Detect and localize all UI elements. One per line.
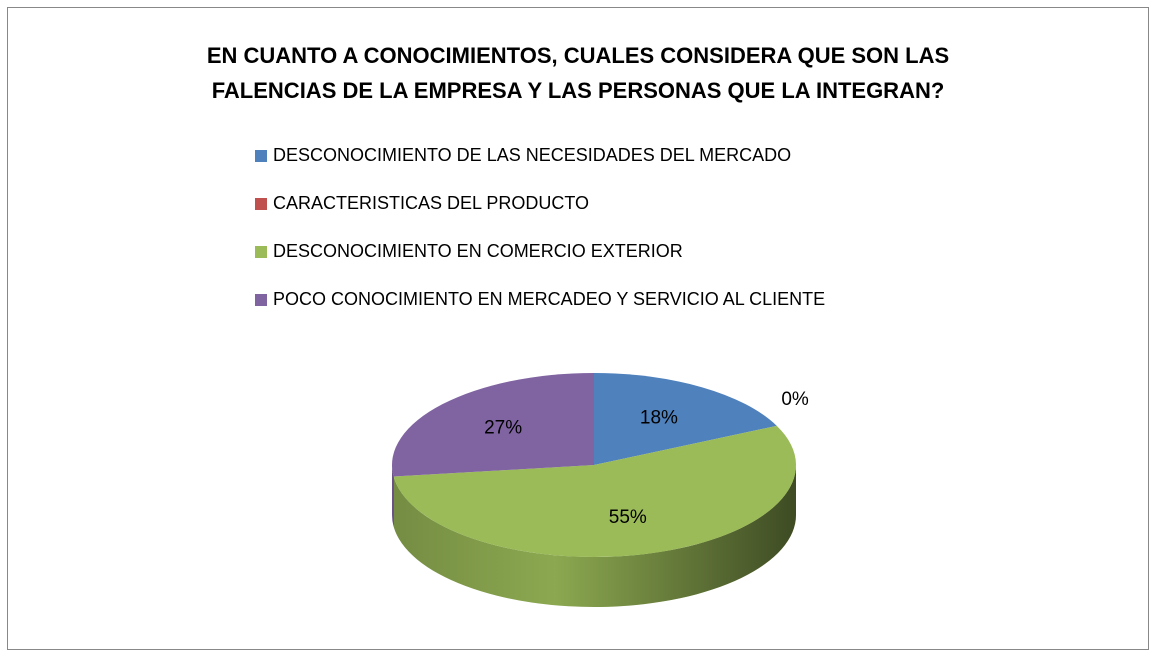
data-label: 55%	[609, 507, 647, 528]
legend-label: DESCONOCIMIENTO EN COMERCIO EXTERIOR	[273, 241, 683, 261]
pie-side-shade	[393, 465, 796, 607]
pie-side-shade	[392, 465, 394, 527]
pie-slice	[594, 373, 777, 465]
chart-title: FALENCIAS DE LA EMPRESA Y LAS PERSONAS Q…	[212, 78, 945, 103]
data-label: 27%	[484, 418, 522, 439]
legend-swatch	[255, 150, 267, 162]
legend-label: POCO CONOCIMIENTO EN MERCADEO Y SERVICIO…	[273, 289, 825, 309]
pie-slice	[392, 373, 594, 477]
pie-slice	[393, 425, 796, 557]
chart-title: EN CUANTO A CONOCIMIENTOS, CUALES CONSID…	[207, 43, 949, 68]
legend-swatch	[255, 294, 267, 306]
legend-label: CARACTERISTICAS DEL PRODUCTO	[273, 193, 589, 213]
legend-swatch	[255, 198, 267, 210]
legend-swatch	[255, 246, 267, 258]
data-label: 18%	[640, 407, 678, 428]
legend-label: DESCONOCIMIENTO DE LAS NECESIDADES DEL M…	[273, 145, 791, 165]
data-label: 0%	[781, 389, 809, 410]
